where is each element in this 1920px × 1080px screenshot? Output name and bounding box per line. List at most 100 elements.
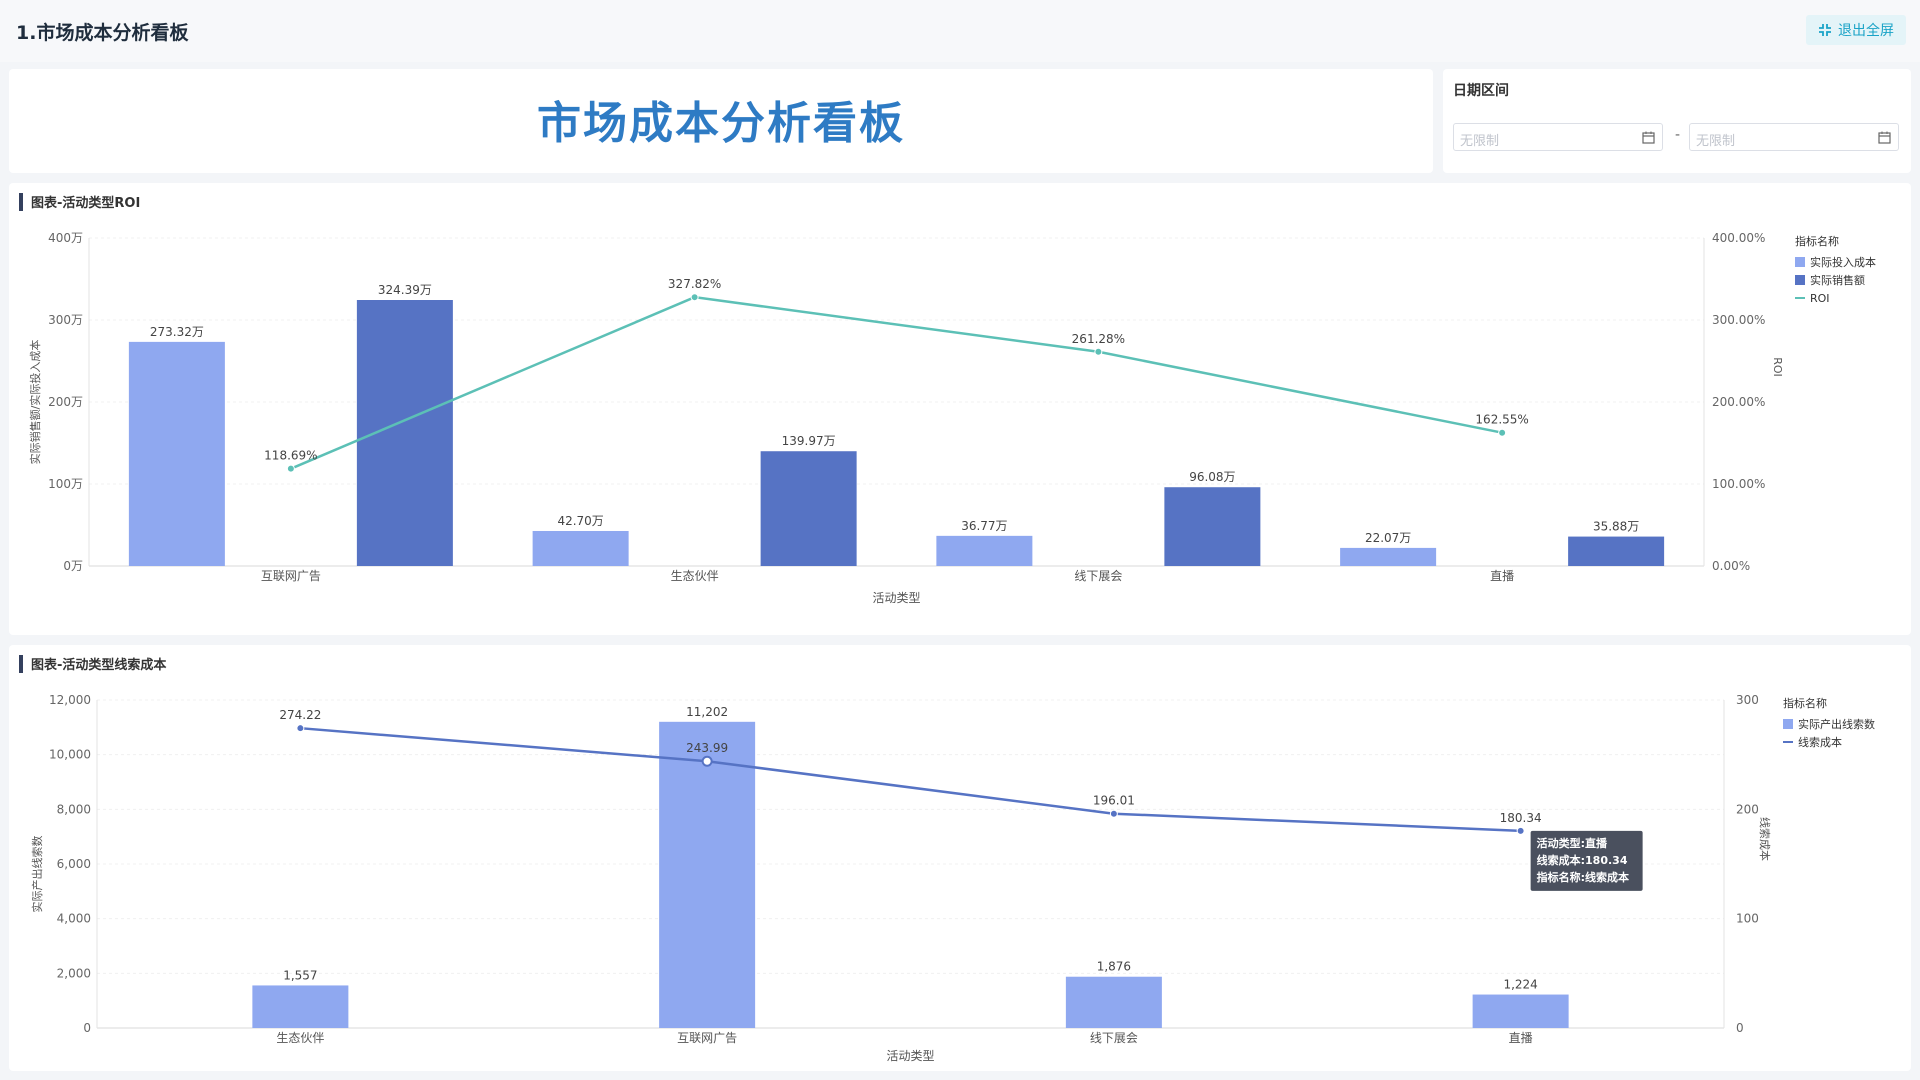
x-tick-label: 线下展会 <box>1090 1031 1138 1045</box>
x-axis-title: 活动类型 <box>886 1049 934 1063</box>
bar-data-label: 35.88万 <box>1593 520 1639 534</box>
x-tick-label: 互联网广告 <box>261 569 321 583</box>
y-tick-label: 100万 <box>48 477 83 491</box>
y2-axis-title: ROI <box>1771 357 1784 377</box>
cost-bar <box>1340 547 1437 566</box>
y-tick-label: 4,000 <box>57 912 91 926</box>
sales-bar <box>1164 487 1261 566</box>
tooltip-line: 活动类型:直播 <box>1537 836 1608 850</box>
exit-fullscreen-label: 退出全屏 <box>1838 23 1894 39</box>
exit-fullscreen-button[interactable]: 退出全屏 <box>1806 15 1906 45</box>
cost-bar <box>936 535 1033 566</box>
x-axis-title: 活动类型 <box>872 591 920 605</box>
bar-data-label: 1,876 <box>1097 960 1131 974</box>
date-separator: - <box>1675 127 1681 143</box>
y-tick-label: 8,000 <box>57 802 91 816</box>
sales-bar <box>356 300 453 566</box>
roi-data-label: 327.82% <box>668 277 721 291</box>
y-tick-label: 300万 <box>48 313 83 327</box>
bar-data-label: 42.70万 <box>557 514 603 528</box>
lead-cost-data-label: 243.99 <box>686 741 728 755</box>
legend-title: 指标名称 <box>1795 234 1839 248</box>
calendar-icon <box>1878 131 1891 144</box>
legend-swatch <box>1795 275 1805 285</box>
y2-tick-label: 300.00% <box>1712 313 1765 327</box>
y2-tick-label: 400.00% <box>1712 231 1765 245</box>
roi-chart-title: 图表-活动类型ROI <box>31 196 141 211</box>
lead-cost-chart: 0 2,000 4,000 6,000 8,000 10,000 12,000 0 100 200… <box>30 693 1875 1063</box>
cost-bar <box>532 530 629 566</box>
leads-bar <box>1472 994 1569 1028</box>
y-tick-label: 0万 <box>63 559 83 573</box>
x-tick-label: 生态伙伴 <box>671 569 719 583</box>
y-tick-label: 10,000 <box>49 748 91 762</box>
legend-label: 实际销售额 <box>1810 273 1865 287</box>
y-tick-label: 400万 <box>48 231 83 245</box>
lead-cost-line <box>300 726 1521 833</box>
roi-data-label: 261.28% <box>1072 332 1125 346</box>
header-accent-bar <box>19 192 23 211</box>
end-date-input[interactable]: 无限制 <box>1689 123 1899 151</box>
x-tick-label: 线下展会 <box>1074 569 1122 583</box>
date-range-label: 日期区间 <box>1453 83 1509 99</box>
roi-data-label: 118.69% <box>264 449 317 463</box>
start-date-input[interactable]: 无限制 <box>1453 123 1663 151</box>
y2-tick-label: 100 <box>1736 912 1759 926</box>
y-axis-title: 实际产出线索数 <box>30 836 44 913</box>
y-tick-label: 2,000 <box>57 966 91 980</box>
y2-axis-title: 线索成本 <box>1758 817 1772 861</box>
roi-chart-card: 图表-活动类型ROI 0万 100万 200万 300万 400万 0.00% 100.00… <box>9 183 1911 635</box>
sales-bar <box>1568 536 1665 566</box>
bar-data-label: 273.32万 <box>150 325 204 339</box>
legend-label: 实际投入成本 <box>1810 255 1876 269</box>
y2-tick-label: 100.00% <box>1712 477 1765 491</box>
legend-label: 线索成本 <box>1798 735 1842 749</box>
roi-line <box>290 295 1503 470</box>
bar-data-label: 96.08万 <box>1189 470 1235 484</box>
tooltip-line: 线索成本:180.34 <box>1537 853 1628 867</box>
legend-title: 指标名称 <box>1783 696 1827 710</box>
y2-tick-label: 200 <box>1736 802 1759 816</box>
bar-data-label: 36.77万 <box>961 519 1007 533</box>
y-axis-title: 实际销售额/实际投入成本 <box>28 340 42 465</box>
bar-data-label: 324.39万 <box>378 283 432 297</box>
roi-point <box>286 464 295 473</box>
legend-label: ROI <box>1810 292 1830 305</box>
y2-tick-label: 0 <box>1736 1021 1744 1035</box>
y-tick-label: 200万 <box>48 395 83 409</box>
exit-fullscreen-icon <box>1819 24 1831 36</box>
tooltip-box <box>1530 830 1643 891</box>
x-tick-label: 互联网广告 <box>677 1031 737 1045</box>
leads-bar <box>1065 976 1162 1028</box>
y2-tick-label: 0.00% <box>1712 559 1750 573</box>
roi-chart-header: 图表-活动类型ROI <box>19 192 140 211</box>
leads-bar <box>659 721 756 1028</box>
bar-data-label: 1,557 <box>283 968 317 982</box>
date-filter-card: 日期区间 无限制 - 无限制 <box>1443 69 1911 173</box>
bar-data-label: 11,202 <box>686 705 728 719</box>
lead-cost-data-label: 196.01 <box>1093 794 1135 808</box>
lead-cost-chart-header: 图表-活动类型线索成本 <box>19 654 166 673</box>
lead-cost-data-label: 274.22 <box>279 708 321 722</box>
bar-data-label: 139.97万 <box>782 434 836 448</box>
roi-data-label: 162.55% <box>1475 413 1528 427</box>
end-date-placeholder: 无限制 <box>1696 134 1736 149</box>
roi-chart: 0万 100万 200万 300万 400万 0.00% 100.00% 200.00% 300… <box>28 231 1876 605</box>
roi-point <box>1498 428 1507 437</box>
roi-point <box>690 293 699 302</box>
lead-cost-chart-card: 图表-活动类型线索成本 0 2,000 4,000 6,000 8,000 10,000 1… <box>9 645 1911 1071</box>
page-title: 1.市场成本分析看板 <box>16 22 189 44</box>
start-date-placeholder: 无限制 <box>1460 134 1500 149</box>
lead-cost-point <box>701 755 713 767</box>
lead-cost-point <box>1109 809 1118 818</box>
calendar-icon <box>1642 131 1655 144</box>
y2-tick-label: 200.00% <box>1712 395 1765 409</box>
legend-label: 实际产出线索数 <box>1798 717 1875 731</box>
y2-tick-label: 300 <box>1736 693 1759 707</box>
y-tick-label: 0 <box>83 1021 91 1035</box>
y-tick-label: 12,000 <box>49 693 91 707</box>
roi-point <box>1094 347 1103 356</box>
x-tick-label: 生态伙伴 <box>276 1031 324 1045</box>
y-tick-label: 6,000 <box>57 857 91 871</box>
tooltip-line: 指标名称:线索成本 <box>1537 870 1629 884</box>
